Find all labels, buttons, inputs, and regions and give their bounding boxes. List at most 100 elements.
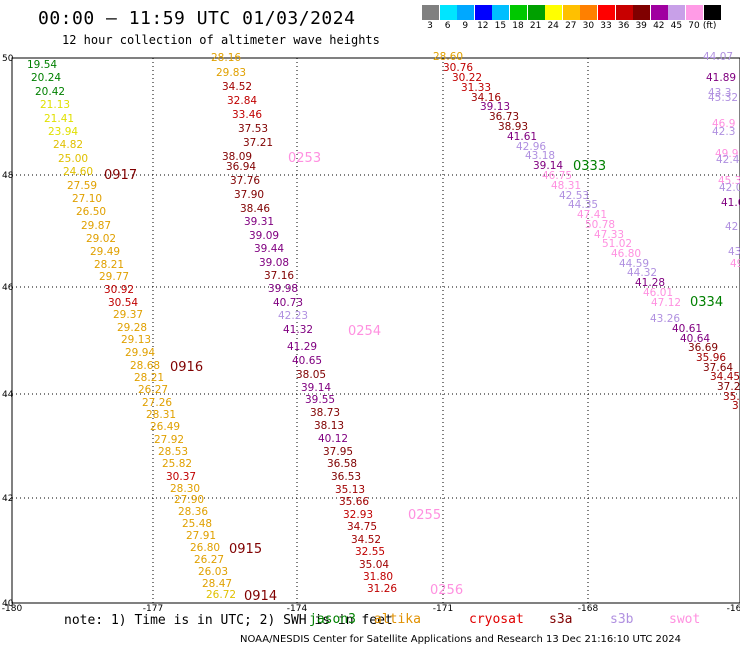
colorbar-label: 15 [494,21,507,31]
colorbar-label: (ft) [702,21,717,31]
wave-height-value: 36.69 [688,342,718,354]
wave-height-value: 42.3 [712,126,735,138]
wave-height-value: 42.4 [716,154,740,166]
wave-height-value: 25.48 [182,518,212,530]
wave-height-value: 36.94 [226,161,256,173]
colorbar-swatch [545,5,563,20]
wave-height-value: 35.04 [359,559,389,571]
colorbar-label: 27 [565,21,577,31]
wave-height-value: 26.03 [198,566,228,578]
wave-height-value: 37.21 [243,137,273,149]
wave-height-value: 44.32 [627,267,657,279]
wave-height-value: 28.53 [158,446,188,458]
wave-height-value: 45.3 [718,175,740,187]
wave-height-value: 36.73 [489,111,519,123]
wave-height-value: 34.45 [710,371,740,383]
pass-time-labels: 0917 0916 0915 0914 0253 0254 0255 0256 0333 0334 [104,151,723,604]
wave-height-value: 36.53 [331,471,361,483]
graticule [12,58,740,603]
wave-height-value: 37.2 [717,381,740,393]
wave-height-value: 24.60 [63,166,93,178]
wave-height-value: 25.00 [58,153,88,165]
wave-height-value: 27.10 [72,193,102,205]
wave-height-value: 35.96 [696,352,726,364]
wave-height-value: 42.96 [516,141,546,153]
wave-height-value: 34.75 [347,521,377,533]
wave-height-value: 26.27 [194,554,224,566]
wave-height-value: 45.32 [708,92,738,104]
wave-height-value: 35.66 [339,496,369,508]
wave-height-value: 42.23 [278,310,308,322]
wave-height-value: 24.82 [53,139,83,151]
wave-height-value: 26.72 [206,589,236,601]
wave-height-value: 44.07 [703,51,733,63]
wave-height-value: 25.82 [162,458,192,470]
wave-height-value: 48.31 [551,180,581,192]
wave-height-value: 30.92 [104,284,134,296]
wave-height-value: 39.14 [533,160,563,172]
colorbar-label: 18 [512,21,524,31]
longitude-labels: -180 -177 -174 -171 -168 -16 [2,604,740,614]
wave-height-value: 40.61 [672,323,702,335]
mission-legend-item: s3a [549,612,573,627]
mission-legend-item: cryosat [469,612,524,627]
wave-height-value: 42 [725,221,738,233]
wave-height-value: 47.41 [577,209,607,221]
wave-height-value: 44.35 [568,199,598,211]
wave-height-value: 20.42 [35,86,65,98]
wave-height-value: 37.64 [703,362,733,374]
mission-legend-item: jason3 [309,612,356,627]
wave-height-value: 27.91 [186,530,216,542]
wave-height-value: 30.22 [452,72,482,84]
pass-time-label: 0254 [348,324,381,339]
wave-height-value: 39.14 [301,382,331,394]
wave-height-value: 32.55 [355,546,385,558]
longitude-label: -174 [287,604,308,614]
wave-height-value: 28.21 [94,259,124,271]
colorbar-label: 45 [670,21,683,31]
wave-height-value: 41.28 [635,277,665,289]
wave-height-value: 46.80 [611,248,641,260]
wave-height-value: 30.76 [443,62,473,74]
colorbar-swatch [598,5,615,20]
wave-height-value: 38.09 [222,151,252,163]
wave-height-value: 35.13 [335,484,365,496]
wave-height-value: 27.90 [174,494,204,506]
wave-height-value: 39.13 [480,101,510,113]
mission-legend-item: altika [374,612,421,627]
colorbar-label: 9 [462,21,469,31]
colorbar-swatch [686,5,703,20]
wave-height-value: 34.52 [351,534,381,546]
wave-height-value: 26.80 [190,542,220,554]
longitude-label: -168 [578,604,599,614]
wave-height-value: 42.0 [719,182,740,194]
pass-time-label: 0334 [690,295,723,310]
latitude-label: 48 [2,171,14,181]
pass-time-label: 0917 [104,168,137,183]
wave-height-value: 28.60 [433,51,463,63]
wave-height-value: 44.59 [619,258,649,270]
wave-height-value: 46.75 [542,170,572,182]
longitude-label: -16 [727,604,740,614]
colorbar-label: 21 [529,21,542,31]
colorbar-label: 6 [444,21,451,31]
longitude-label: -177 [143,604,163,614]
wave-height-value: 30.37 [166,471,196,483]
wave-height-value: 32.93 [343,509,373,521]
wave-height-value: 29.77 [99,271,129,283]
pass-time-label: 0256 [430,583,463,598]
wave-height-value: 41.61 [507,131,537,143]
wave-height-value: 38.13 [314,420,344,432]
wave-height-value: 40.73 [273,297,303,309]
latitude-label: 46 [2,283,14,293]
wave-height-value: 28.31 [146,409,176,421]
colorbar-label: 39 [635,21,647,31]
latitude-label: 50 [2,54,14,64]
wave-height-value: 39.09 [249,230,279,242]
colorbar-swatch [562,5,580,20]
wave-height-value: 27.59 [67,180,97,192]
wave-height-value: 23.94 [48,126,78,138]
wave-height-value: 39.31 [244,216,274,228]
wave-height-value: 39.08 [259,257,289,269]
